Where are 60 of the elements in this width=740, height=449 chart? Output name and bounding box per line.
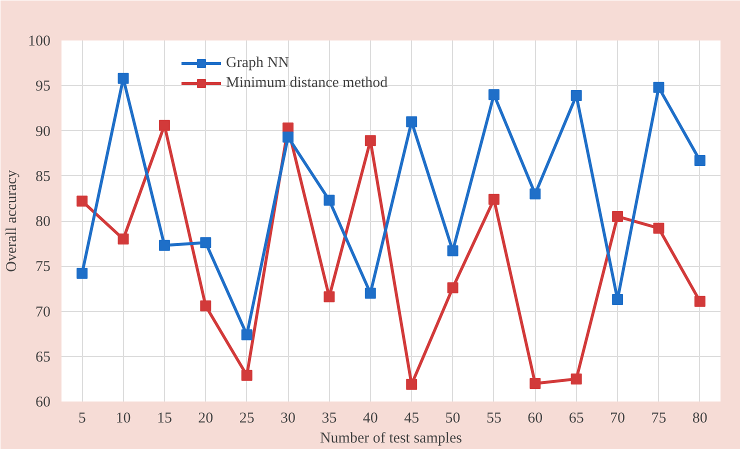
x-tick-label: 10 (116, 410, 131, 426)
point (364, 288, 376, 299)
point (241, 329, 252, 340)
point (570, 90, 582, 102)
point (612, 210, 624, 222)
point (653, 222, 664, 234)
y-axis-title: Overall accuracy (4, 169, 20, 272)
point (118, 72, 129, 84)
point (158, 240, 170, 251)
x-tick-label: 25 (239, 410, 254, 426)
x-tick-label: 80 (692, 410, 708, 426)
point (694, 296, 706, 307)
y-tick-label: 65 (36, 349, 50, 366)
point (241, 370, 252, 381)
point (200, 237, 212, 248)
x-tick-label: 75 (651, 410, 666, 426)
point (406, 378, 418, 390)
point (324, 194, 335, 206)
x-tick-label: 55 (486, 410, 502, 426)
point (653, 82, 664, 93)
x-tick-label: 35 (322, 410, 337, 426)
x-tick-label: 20 (198, 410, 214, 426)
legend-label: Minimum distance method (226, 74, 388, 92)
x-tick-label: 45 (404, 410, 420, 426)
legend-label: Graph NN (226, 54, 289, 72)
x-tick-label: 40 (362, 410, 378, 426)
point (570, 373, 582, 384)
y-tick-label: 60 (36, 394, 50, 410)
point (406, 116, 418, 128)
y-tick-label: 80 (36, 214, 50, 230)
point (324, 291, 335, 302)
y-tick-label: 70 (36, 304, 50, 320)
x-axis-title: Number of test samples (320, 430, 462, 446)
x-tick-label: 5 (78, 410, 86, 426)
point (530, 378, 541, 389)
point (447, 282, 458, 294)
y-tick-label: 90 (36, 124, 50, 140)
point (282, 132, 294, 143)
x-tick-label: 70 (610, 410, 626, 426)
point (612, 294, 624, 306)
y-tick-label: 95 (36, 78, 50, 95)
x-tick-label: 30 (280, 410, 296, 426)
x-tick-label: 65 (568, 410, 584, 426)
y-tick-label: 100 (28, 34, 50, 50)
point (364, 135, 376, 146)
point (530, 188, 541, 200)
point (488, 89, 500, 100)
y-tick-label: 75 (36, 259, 50, 276)
point (694, 155, 706, 166)
point (76, 268, 88, 279)
point (158, 120, 170, 131)
x-tick-label: 50 (445, 410, 460, 426)
point (200, 300, 212, 312)
point (447, 245, 458, 256)
point (76, 196, 88, 207)
x-tick-label: 15 (156, 410, 172, 426)
y-tick-label: 85 (36, 168, 50, 185)
x-tick-label: 60 (528, 410, 543, 426)
point (118, 234, 129, 245)
point (488, 194, 500, 205)
